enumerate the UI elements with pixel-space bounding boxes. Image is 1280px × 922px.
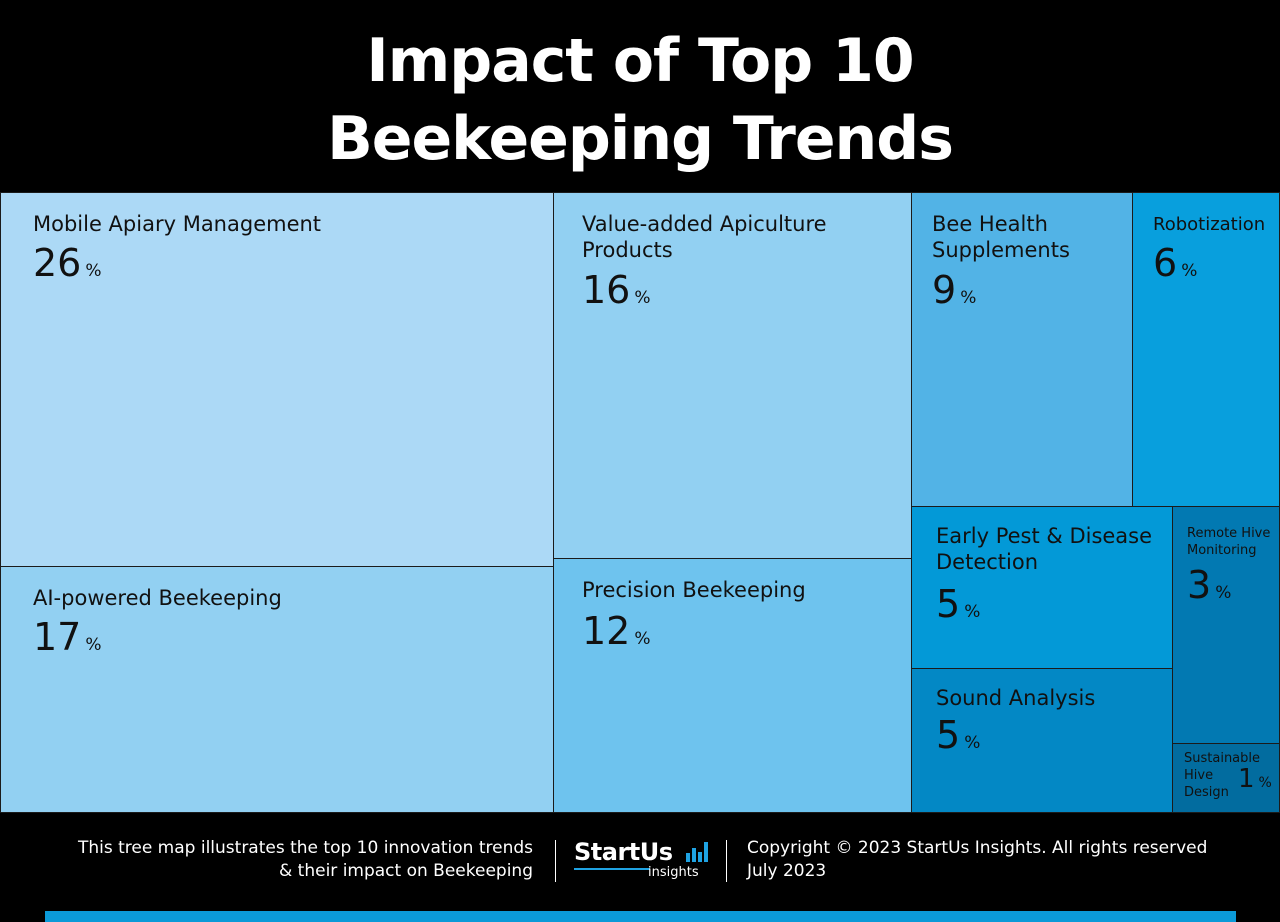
treemap-tile-value: 16% <box>582 268 651 312</box>
logo-wordmark: StartUs <box>574 838 673 866</box>
treemap-tile: AI-powered Beekeeping 17% <box>0 566 554 813</box>
chart-title: Impact of Top 10 Beekeeping Trends <box>0 22 1280 178</box>
treemap-tile-value: 6% <box>1153 241 1198 285</box>
treemap-tile: Sound Analysis 5% <box>911 668 1173 813</box>
footer-copyright: Copyright © 2023 StartUs Insights. All r… <box>747 837 1267 883</box>
treemap-tile-value: 17% <box>33 615 102 659</box>
treemap-tile: Robotization 6% <box>1132 192 1280 507</box>
treemap: Mobile Apiary Management 26% AI-powered Be… <box>0 192 1280 813</box>
bottom-accent-bar <box>45 911 1236 922</box>
footer-description: This tree map illustrates the top 10 inn… <box>13 837 533 883</box>
treemap-tile: Precision Beekeeping 12% <box>553 558 912 813</box>
treemap-tile-label: Robotization <box>1153 214 1266 235</box>
treemap-tile: Mobile Apiary Management 26% <box>0 192 554 567</box>
logo-subtext: insights <box>648 865 699 880</box>
footer-divider-left <box>555 840 556 882</box>
treemap-tile: Early Pest & Disease Detection 5% <box>911 506 1173 669</box>
treemap-tile-value: 26% <box>33 241 102 285</box>
treemap-tile-label: Bee Health Supplements <box>932 212 1070 262</box>
treemap-tile: Remote Hive Monitoring 3% <box>1172 506 1280 744</box>
treemap-tile-label: AI-powered Beekeeping <box>33 586 282 610</box>
treemap-tile-value: 9% <box>932 268 977 312</box>
publication-date: July 2023 <box>747 861 827 881</box>
copyright-text: Copyright © 2023 StartUs Insights. All r… <box>747 838 1208 858</box>
footer-description-line-2: & their impact on Beekeeping <box>279 861 533 881</box>
treemap-tile-label: Sound Analysis <box>936 686 1096 710</box>
treemap-tile-label: Remote Hive Monitoring <box>1187 526 1271 558</box>
treemap-tile-label: Early Pest & Disease Detection <box>936 524 1153 574</box>
treemap-tile: Bee Health Supplements 9% <box>911 192 1133 507</box>
footer-divider-right <box>726 840 727 882</box>
treemap-tile-value: 5% <box>936 582 981 626</box>
treemap-tile: Sustainable Hive Design 1% <box>1172 743 1280 813</box>
treemap-tile-value: 3% <box>1187 563 1232 607</box>
footer-description-line-1: This tree map illustrates the top 10 inn… <box>77 838 533 858</box>
logo-underline <box>574 868 650 870</box>
treemap-tile: Value-added Apiculture Products 16% <box>553 192 912 559</box>
treemap-tile-label: Precision Beekeeping <box>582 578 806 602</box>
chart-title-line-2: Beekeeping Trends <box>327 104 954 174</box>
treemap-tile-value: 5% <box>936 713 981 757</box>
treemap-tile-label: Value-added Apiculture Products <box>582 212 827 262</box>
treemap-tile-value: 1% <box>1238 764 1272 794</box>
chart-title-line-1: Impact of Top 10 <box>366 26 914 96</box>
treemap-tile-label: Mobile Apiary Management <box>33 212 322 236</box>
treemap-tile-value: 12% <box>582 609 651 653</box>
treemap-tile-label: Sustainable Hive Design <box>1184 751 1261 800</box>
startus-insights-logo: StartUs insights <box>572 838 712 884</box>
logo-bars-icon <box>686 842 708 862</box>
